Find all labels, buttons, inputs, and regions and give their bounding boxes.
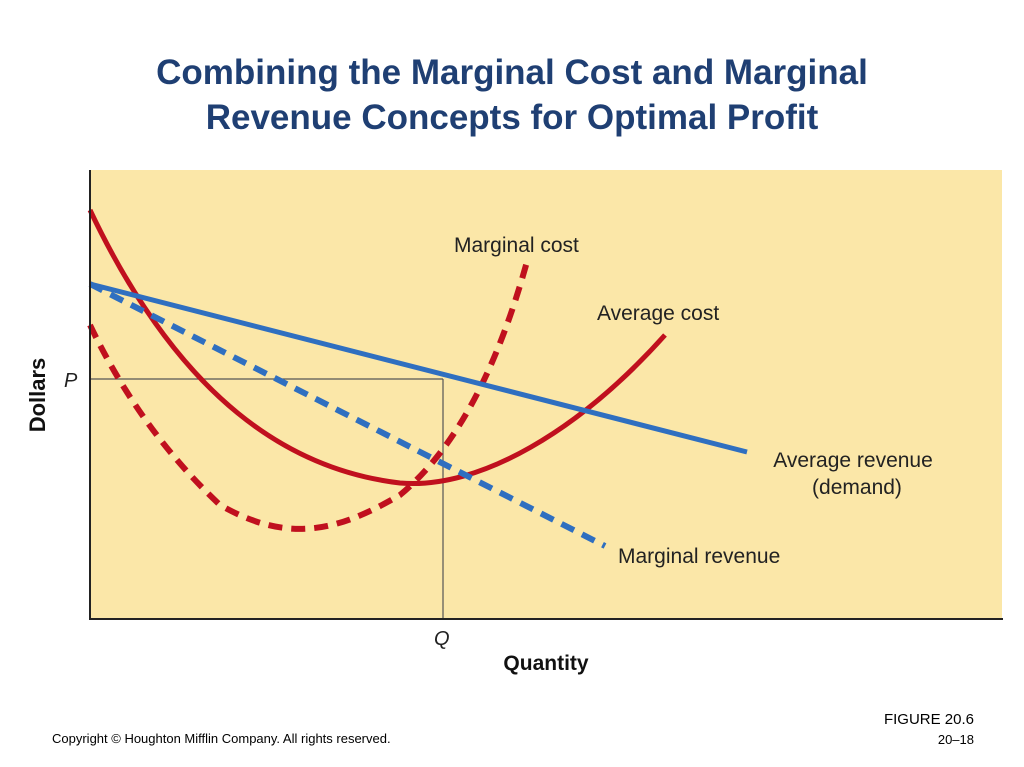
slide-title: Combining the Marginal Cost and Marginal… [0,50,1024,140]
quantity-point-label: Q [434,628,450,650]
demand-label: (demand) [812,476,902,499]
average-cost-curve [87,208,667,487]
x-axis-label: Quantity [503,652,588,675]
copyright-notice: Copyright © Houghton Mifflin Company. Al… [52,731,391,746]
price-label: P [64,370,78,392]
average-revenue-line [89,281,748,455]
average-revenue-label: Average revenue [773,449,933,472]
plot-area [90,170,1002,619]
page-number: 20–18 [937,732,974,747]
y-axis-label: Dollars [25,358,50,433]
marginal-cost-label: Marginal cost [454,234,579,257]
title-line-1: Combining the Marginal Cost and Marginal [156,53,868,92]
figure-number: FIGURE 20.6 [883,711,974,728]
figure-reference: FIGURE 20.6 20–18 [884,711,974,747]
marginal-revenue-line [88,281,607,549]
marginal-cost-curve [87,257,531,532]
title-line-2: Revenue Concepts for Optimal Profit [205,98,819,137]
average-cost-label: Average cost [597,302,719,325]
marginal-revenue-label: Marginal revenue [618,545,780,568]
